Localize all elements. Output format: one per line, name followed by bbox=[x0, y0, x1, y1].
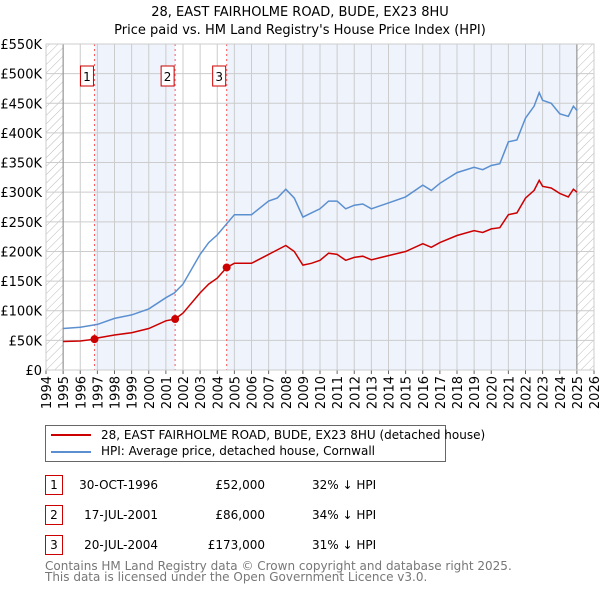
sale-price: £173,000 bbox=[207, 538, 265, 552]
sale-point bbox=[222, 263, 231, 272]
sale-hpi-diff: 31% ↓ HPI bbox=[312, 538, 377, 552]
y-tick-label: £100K bbox=[0, 305, 42, 320]
sale-marker-number: 3 bbox=[215, 70, 223, 84]
x-tick-label: 2019 bbox=[468, 376, 483, 409]
footer-line-2: This data is licensed under the Open Gov… bbox=[45, 570, 428, 584]
x-tick-label: 1997 bbox=[91, 376, 106, 409]
x-tick-label: 2006 bbox=[246, 376, 261, 409]
sale-date: 20-JUL-2004 bbox=[84, 538, 158, 552]
sale-point bbox=[90, 335, 99, 344]
x-tick-label: 2017 bbox=[434, 376, 449, 409]
x-tick-label: 2008 bbox=[280, 376, 295, 409]
x-tick-label: 2021 bbox=[502, 376, 517, 409]
x-tick-label: 2010 bbox=[314, 376, 329, 409]
y-tick-label: £150K bbox=[0, 275, 42, 290]
sale-marker-number: 1 bbox=[83, 70, 91, 84]
y-tick-label: £350K bbox=[0, 157, 42, 172]
sale-price: £52,000 bbox=[215, 478, 265, 492]
y-tick-label: £300K bbox=[0, 186, 42, 201]
y-tick-label: £50K bbox=[9, 334, 43, 349]
x-tick-label: 2007 bbox=[263, 376, 278, 409]
y-tick-label: £400K bbox=[0, 127, 42, 142]
sale-marker-box bbox=[160, 65, 175, 87]
x-tick-label: 1996 bbox=[74, 376, 89, 409]
x-tick-label: 2005 bbox=[228, 376, 243, 409]
sale-hpi-diff: 34% ↓ HPI bbox=[312, 508, 377, 522]
sale-price: £86,000 bbox=[215, 508, 265, 522]
chart-title: 28, EAST FAIRHOLME ROAD, BUDE, EX23 8HU bbox=[151, 5, 449, 20]
y-tick-label: £250K bbox=[0, 216, 42, 231]
hatched-no-data-left bbox=[46, 44, 64, 370]
sale-marker-box bbox=[79, 65, 94, 87]
sale-marker-box bbox=[212, 65, 227, 87]
x-tick-label: 1994 bbox=[40, 376, 55, 409]
sale-hpi-diff: 32% ↓ HPI bbox=[312, 478, 377, 492]
price-chart: 28, EAST FAIRHOLME ROAD, BUDE, EX23 8HU … bbox=[0, 5, 600, 409]
x-tick-label: 2004 bbox=[211, 376, 226, 409]
plot-border bbox=[45, 43, 595, 371]
legend-swatch-hpi bbox=[51, 451, 91, 453]
x-tick-label: 2018 bbox=[451, 376, 466, 409]
y-tick-label: £0 bbox=[25, 364, 42, 379]
x-tick-label: 2024 bbox=[554, 376, 569, 409]
shaded-band bbox=[94, 44, 176, 370]
x-tick-label: 2012 bbox=[348, 376, 363, 409]
x-tick-label: 1999 bbox=[126, 376, 141, 409]
sale-point bbox=[171, 315, 180, 324]
legend-swatch-property bbox=[51, 434, 91, 436]
x-tick-label: 2023 bbox=[537, 376, 552, 409]
x-tick-label: 2025 bbox=[571, 376, 586, 409]
x-tick-label: 2003 bbox=[194, 376, 209, 409]
x-tick-label: 2001 bbox=[160, 376, 175, 409]
sale-number-badge: 1 bbox=[45, 475, 63, 495]
y-tick-label: £450K bbox=[0, 97, 42, 112]
x-tick-label: 2002 bbox=[177, 376, 192, 409]
legend: 28, EAST FAIRHOLME ROAD, BUDE, EX23 8HU … bbox=[45, 425, 485, 462]
x-tick-label: 2011 bbox=[331, 376, 346, 409]
x-tick-label: 2000 bbox=[143, 376, 158, 409]
sale-marker-number: 2 bbox=[164, 70, 172, 84]
legend-label-property: 28, EAST FAIRHOLME ROAD, BUDE, EX23 8HU … bbox=[101, 428, 486, 442]
x-tick-label: 2016 bbox=[417, 376, 432, 409]
x-tick-label: 2026 bbox=[588, 376, 600, 409]
x-tick-label: 2015 bbox=[400, 376, 415, 409]
chart-subtitle: Price paid vs. HM Land Registry's House … bbox=[114, 23, 486, 38]
y-tick-label: £550K bbox=[0, 38, 42, 53]
x-tick-label: 2020 bbox=[485, 376, 500, 409]
shaded-band bbox=[226, 44, 577, 370]
hatched-no-data-right bbox=[576, 44, 594, 370]
x-tick-label: 2013 bbox=[365, 376, 380, 409]
sale-number-badge: 2 bbox=[45, 505, 63, 525]
hpi-line bbox=[63, 90, 578, 330]
sale-date: 17-JUL-2001 bbox=[84, 508, 158, 522]
sale-date: 30-OCT-1996 bbox=[79, 478, 158, 492]
x-tick-label: 2022 bbox=[520, 376, 535, 409]
sale-number-badge: 3 bbox=[45, 535, 63, 555]
x-tick-label: 2009 bbox=[297, 376, 312, 409]
footer-line-1: Contains HM Land Registry data © Crown c… bbox=[45, 559, 512, 573]
y-tick-label: £200K bbox=[0, 245, 42, 260]
x-tick-label: 2014 bbox=[383, 376, 398, 409]
x-tick-label: 1995 bbox=[57, 376, 72, 409]
x-tick-label: 1998 bbox=[109, 376, 124, 409]
legend-label-hpi: HPI: Average price, detached house, Corn… bbox=[101, 444, 376, 458]
y-tick-label: £500K bbox=[0, 68, 42, 83]
